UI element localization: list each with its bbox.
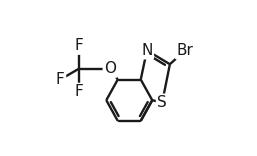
Text: F: F [74, 84, 83, 99]
Text: S: S [157, 95, 167, 110]
Text: Br: Br [177, 43, 194, 58]
Text: F: F [56, 72, 65, 87]
Text: F: F [74, 38, 83, 53]
Text: Br: Br [177, 43, 194, 58]
Text: O: O [104, 61, 116, 76]
Text: N: N [141, 43, 153, 58]
